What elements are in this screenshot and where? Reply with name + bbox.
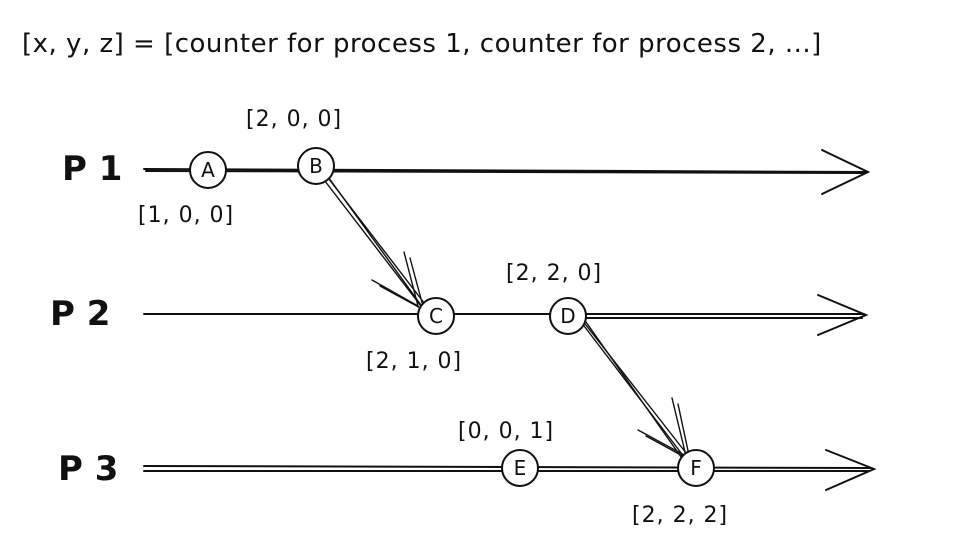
event-e-letter: E [514,456,527,480]
event-b[interactable]: B [297,147,335,185]
message-arrow-d-to-f [577,317,692,465]
timeline-p1 [143,149,871,195]
process-label-p3: P 3 [58,449,118,489]
event-c[interactable]: C [417,297,455,335]
event-a[interactable]: A [189,151,227,189]
event-b-letter: B [309,154,323,178]
event-f[interactable]: F [677,449,715,487]
message-arrow-b-to-c [317,169,429,313]
vector-label-d: [2, 2, 0] [506,261,602,286]
event-a-letter: A [201,158,215,182]
vector-label-b: [2, 0, 0] [246,107,342,132]
timeline-p2 [143,294,869,336]
process-label-p1: P 1 [62,149,122,189]
event-d[interactable]: D [549,297,587,335]
diagram-title: [x, y, z] = [counter for process 1, coun… [22,29,822,59]
vector-label-f: [2, 2, 2] [632,503,728,528]
event-d-letter: D [560,304,575,328]
vector-label-a: [1, 0, 0] [138,203,234,228]
event-c-letter: C [429,304,443,328]
process-label-p2: P 2 [50,294,110,334]
vector-label-e: [0, 0, 1] [458,419,554,444]
event-f-letter: F [690,456,702,480]
event-e[interactable]: E [501,449,539,487]
vector-label-c: [2, 1, 0] [366,349,462,374]
